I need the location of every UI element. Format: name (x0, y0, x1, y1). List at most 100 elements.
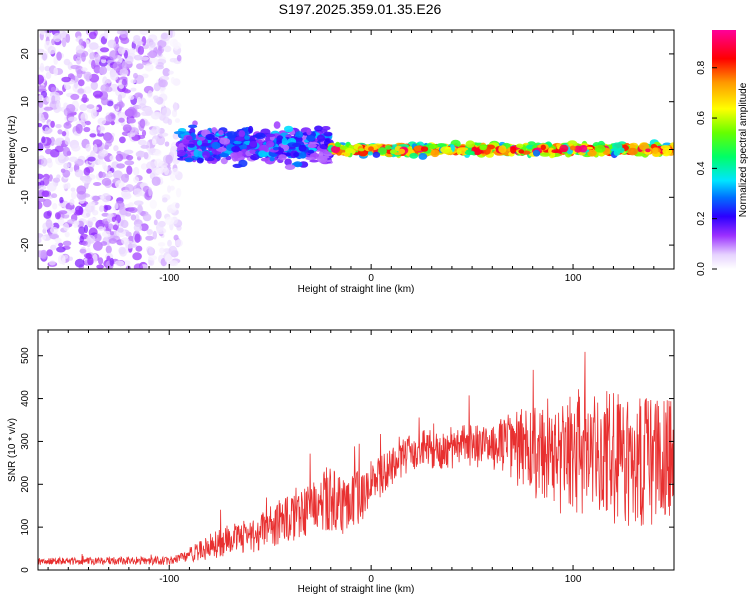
spectrogram-cell (127, 106, 136, 117)
spectrogram-cell (70, 93, 80, 100)
spectrogram-cell (136, 63, 144, 70)
spectrogram-cell (161, 107, 172, 117)
spectrogram-cell (110, 120, 115, 126)
spectrogram-cell (428, 143, 438, 149)
spectrogram-cell (540, 144, 546, 151)
spectrogram-cell (233, 143, 241, 147)
spectrogram-cell (44, 65, 51, 72)
spectrogram-cell (124, 173, 129, 179)
spectrogram-cell (74, 169, 84, 178)
colorbar-tick-label: 0.4 (696, 161, 707, 175)
spectrogram-cell (306, 129, 312, 136)
spectrogram-cell (100, 84, 109, 93)
spectrogram-cell (90, 81, 99, 90)
spectrogram-cell (133, 188, 143, 197)
spectrogram-cell (38, 163, 42, 169)
spectrogram-cell (45, 219, 53, 229)
spectrogram-cell (136, 96, 142, 105)
spectrogram-cell (298, 144, 307, 152)
spectrogram-cell (38, 66, 46, 71)
spectrogram-cell (219, 153, 230, 158)
spectrogram-cell (104, 30, 109, 39)
spectrogram-cell (64, 231, 70, 238)
spectrogram-cell (81, 52, 86, 62)
spectrogram-cell (226, 131, 237, 139)
spectrogram-cell (418, 152, 428, 160)
spectrogram-cell (38, 236, 42, 244)
spectrogram-cell (532, 149, 541, 157)
spectrogram-cell (56, 246, 66, 253)
spectrogram-cell (55, 124, 62, 129)
spectrogram-cell (50, 227, 59, 234)
spectrogram-cell (79, 104, 88, 111)
spectrogram-cell (94, 53, 101, 64)
spectrogram-cell (202, 150, 210, 159)
spectrogram-cell (100, 241, 108, 246)
spectrogram-cell (284, 125, 294, 133)
spectrogram-xtick-label: 0 (368, 273, 374, 284)
spectrogram-cell (168, 70, 174, 75)
spectrogram-cell (123, 149, 134, 155)
spectrogram-ytick-label: 0 (20, 146, 31, 152)
spectrogram-cell (85, 120, 91, 126)
spectrogram-cell (114, 203, 119, 210)
spectrogram-cell (225, 155, 232, 161)
spectrogram-cell (119, 68, 129, 76)
spectrogram-cell (45, 148, 53, 155)
spectrogram-cell (518, 149, 525, 154)
spectrogram-cell (38, 112, 45, 122)
spectrogram-cell (92, 253, 98, 263)
spectrogram-cell (293, 161, 303, 168)
spectrogram-cell (70, 187, 76, 192)
spectrogram-cell (167, 239, 172, 247)
spectrogram-cell (372, 151, 381, 158)
spectrogram-cell (238, 130, 246, 138)
spectrogram-cell (137, 45, 145, 55)
spectrogram-cell (148, 187, 153, 197)
spectrogram-cell (652, 147, 659, 154)
spectrogram-cell (112, 61, 123, 72)
spectrogram-cell (368, 146, 374, 152)
spectrogram-cell (249, 141, 257, 148)
spectrogram-cell (86, 234, 96, 244)
spectrogram-cell (101, 177, 112, 186)
spectrogram-cell (165, 154, 173, 165)
spectrogram-cell (167, 118, 173, 126)
spectrogram-cell (385, 145, 392, 150)
spectrogram-cell (196, 157, 204, 164)
spectrogram-cell (86, 104, 95, 109)
spectrogram-cell (93, 64, 101, 74)
spectrogram-cell (153, 219, 158, 226)
spectrogram-cell (159, 247, 165, 254)
spectrogram-xlabel: Height of straight line (km) (298, 284, 415, 295)
spectrogram-cell (69, 198, 75, 206)
spectrogram-cell (107, 39, 117, 49)
spectrogram-cell (140, 144, 150, 149)
spectrogram-xtick-label: -100 (159, 273, 179, 284)
spectrogram-cell (98, 257, 104, 265)
spectrogram-cell (627, 147, 638, 156)
spectrogram-cell (142, 185, 150, 193)
spectrogram-cell (61, 37, 67, 48)
spectrogram-cell (43, 211, 52, 219)
spectrogram-cell (295, 131, 304, 138)
snr-ytick-label: 500 (20, 347, 31, 364)
spectrogram-cell (139, 30, 149, 36)
spectrogram-cell (128, 95, 135, 100)
spectrogram-cell (46, 182, 57, 192)
spectrogram-cell (307, 143, 317, 148)
spectrogram-cell (91, 59, 96, 70)
spectrogram-cell (164, 216, 175, 225)
spectrogram-cell (146, 229, 153, 235)
spectrogram-cell (197, 140, 202, 146)
spectrogram-cell (124, 160, 135, 166)
spectrogram-cell (88, 42, 99, 50)
spectrogram-cell (465, 140, 475, 148)
spectrogram-cell (587, 149, 597, 157)
spectrogram-cell (121, 237, 130, 245)
spectrogram-cell (121, 78, 127, 86)
spectrogram-cell (617, 147, 625, 154)
snr-ytick-label: 0 (20, 567, 31, 573)
spectrogram-cell (170, 260, 179, 267)
